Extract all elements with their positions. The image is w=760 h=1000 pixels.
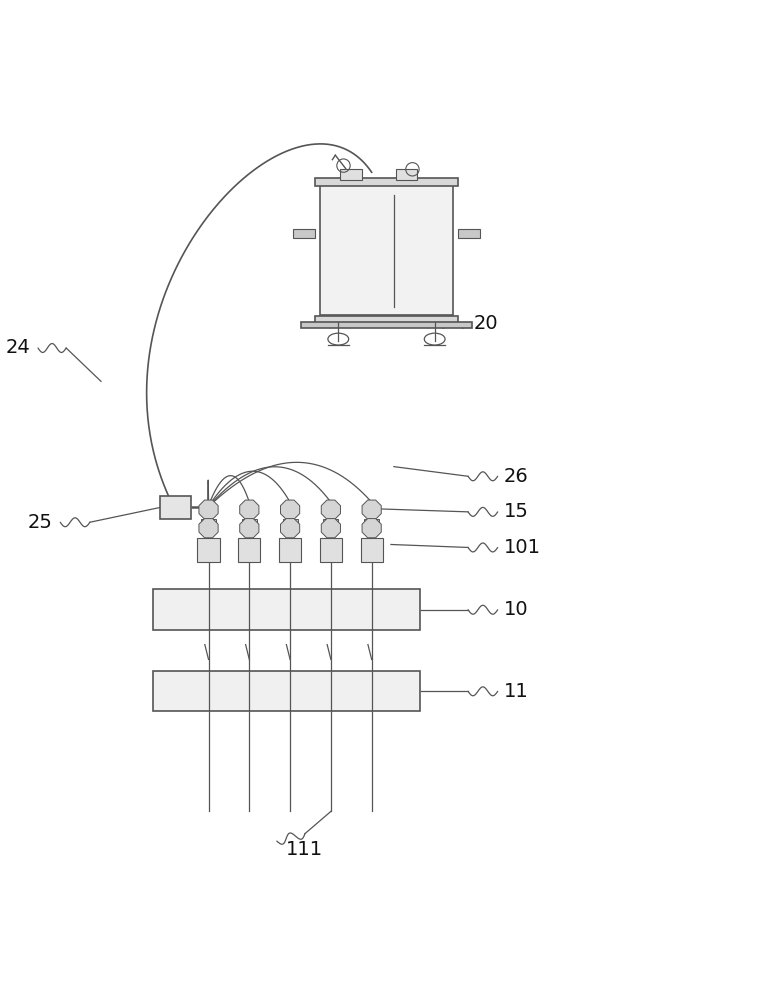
Text: 101: 101 (504, 538, 540, 557)
Bar (320, 538, 342, 562)
Text: 26: 26 (504, 467, 528, 486)
Text: 111: 111 (287, 840, 324, 859)
Bar (198, 538, 220, 562)
Bar (283, 519, 297, 529)
Text: 10: 10 (504, 600, 528, 619)
Bar (201, 519, 216, 529)
Text: 20: 20 (474, 314, 499, 333)
Text: 15: 15 (504, 502, 528, 521)
Bar (320, 183, 453, 315)
Bar (293, 229, 315, 238)
Polygon shape (362, 519, 382, 538)
Bar (360, 538, 383, 562)
Bar (153, 671, 420, 711)
Bar (340, 169, 362, 180)
Polygon shape (280, 500, 299, 519)
Bar (238, 538, 261, 562)
Bar (301, 322, 472, 328)
Polygon shape (321, 500, 340, 519)
Polygon shape (199, 500, 218, 519)
Polygon shape (199, 519, 218, 538)
Bar (315, 178, 458, 186)
Bar (201, 504, 207, 511)
Text: 25: 25 (28, 513, 53, 532)
Polygon shape (362, 500, 382, 519)
Polygon shape (239, 519, 259, 538)
Bar (242, 519, 257, 529)
Polygon shape (280, 519, 299, 538)
Text: 11: 11 (504, 682, 528, 701)
Text: 24: 24 (6, 338, 30, 357)
Polygon shape (321, 519, 340, 538)
Bar (160, 496, 192, 519)
Bar (279, 538, 301, 562)
Bar (364, 519, 379, 529)
Bar (315, 316, 458, 324)
Bar (458, 229, 480, 238)
Bar (153, 589, 420, 630)
Bar (324, 519, 338, 529)
Polygon shape (239, 500, 259, 519)
Bar (396, 169, 417, 180)
